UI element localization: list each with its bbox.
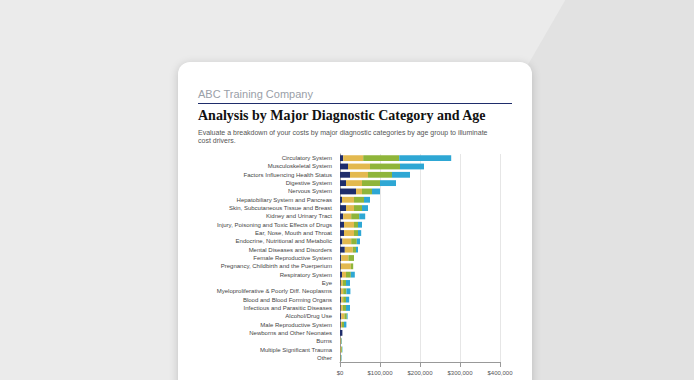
svg-text:Myeloproliferative & Poorly Di: Myeloproliferative & Poorly Diff. Neopla… [217, 288, 332, 294]
svg-text:Mental Diseases and Disorders: Mental Diseases and Disorders [249, 247, 332, 253]
svg-text:$200,000: $200,000 [407, 370, 433, 376]
svg-text:$100,000: $100,000 [367, 370, 393, 376]
svg-text:Circulatory System: Circulatory System [282, 155, 332, 161]
svg-text:$400,000: $400,000 [487, 370, 513, 376]
svg-text:Male Reproductive System: Male Reproductive System [260, 322, 332, 328]
svg-text:Ear, Nose, Mouth and Throat: Ear, Nose, Mouth and Throat [255, 230, 332, 236]
svg-text:Blood and Blood Forming Organs: Blood and Blood Forming Organs [243, 297, 332, 303]
svg-text:Kidney and Urinary Tract: Kidney and Urinary Tract [266, 213, 332, 219]
svg-text:Injury, Poisoning and Toxic Ef: Injury, Poisoning and Toxic Effects of D… [217, 222, 332, 228]
svg-text:Infectious and Parasitic Disea: Infectious and Parasitic Diseases [244, 305, 332, 311]
html-text:ABC Training Company: ABC Training Company [198, 88, 313, 100]
svg-text:Digestive System: Digestive System [286, 180, 332, 186]
svg-text:Alcohol/Drug Use: Alcohol/Drug Use [285, 313, 332, 319]
svg-text:Burns: Burns [316, 338, 332, 344]
svg-text:Newborns and Other Neonates: Newborns and Other Neonates [249, 330, 332, 336]
svg-text:Pregnancy, Childbirth and the: Pregnancy, Childbirth and the Puerperium [221, 263, 332, 269]
html-text:Evaluate a breakdown of your c: Evaluate a breakdown of your costs by ma… [198, 129, 488, 144]
svg-text:Female Reproductive System: Female Reproductive System [253, 255, 332, 261]
svg-text:Musculoskeletal System: Musculoskeletal System [268, 163, 332, 169]
svg-text:Hepatobiliary System and Pancr: Hepatobiliary System and Pancreas [237, 197, 332, 203]
svg-text:Eye: Eye [322, 280, 333, 286]
svg-text:Multiple Significant Trauma: Multiple Significant Trauma [260, 347, 333, 353]
svg-text:Endocrine, Nutritional and Met: Endocrine, Nutritional and Metabolic [236, 238, 332, 244]
svg-text:Other: Other [317, 355, 332, 361]
svg-text:Nervous System: Nervous System [288, 188, 332, 194]
svg-text:Factors Influencing Health Sta: Factors Influencing Health Status [244, 172, 332, 178]
svg-text:$0: $0 [337, 370, 344, 376]
svg-text:Respiratory System: Respiratory System [280, 272, 332, 278]
svg-text:$300,000: $300,000 [447, 370, 473, 376]
html-text:Analysis by Major Diagnostic C: Analysis by Major Diagnostic Category an… [198, 108, 486, 123]
svg-text:Skin, Subcutaneous Tissue and: Skin, Subcutaneous Tissue and Breast [229, 205, 332, 211]
